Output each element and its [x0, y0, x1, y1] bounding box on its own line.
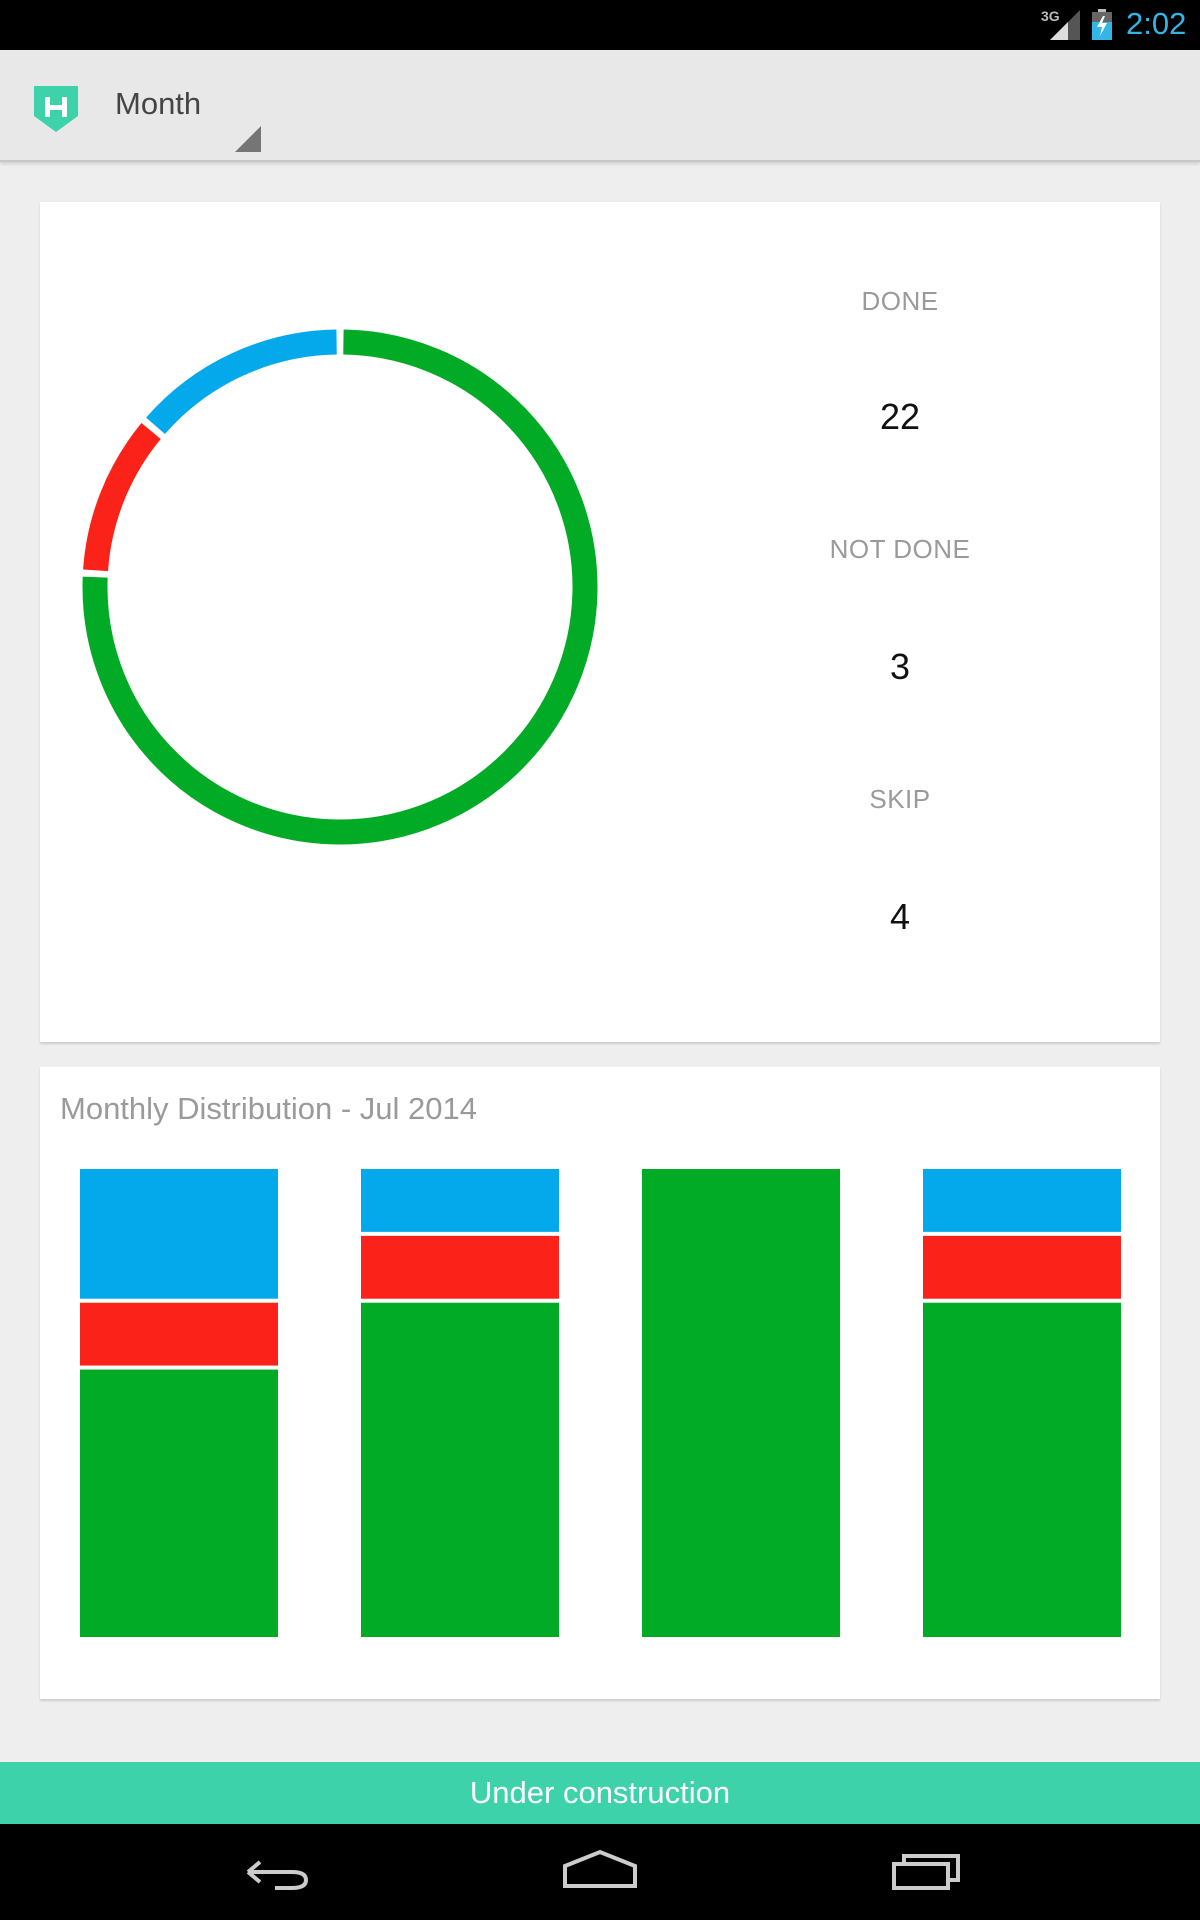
back-icon[interactable]	[220, 1842, 330, 1902]
skip-value: 4	[889, 896, 911, 937]
skip-value-wrap: 4	[700, 896, 1100, 938]
done-label: DONE	[861, 286, 939, 316]
network-type: 3G	[1041, 8, 1060, 24]
bar-1-skip	[80, 1169, 278, 1299]
battery-charging-icon	[1092, 9, 1112, 40]
bar-1-done	[80, 1369, 278, 1637]
not-done-stat: NOT DONE	[700, 534, 1100, 565]
skip-stat: SKIP	[700, 784, 1100, 815]
donut-slice-not-done	[83, 423, 161, 572]
clock: 2:02	[1126, 6, 1187, 41]
action-bar: Month	[0, 50, 1200, 162]
bar-1-not-done	[80, 1302, 278, 1366]
under-construction-banner: Under construction	[0, 1762, 1200, 1824]
bar-2-skip	[361, 1169, 559, 1232]
done-stat: DONE	[700, 286, 1100, 317]
summary-card: DONE 22 NOT DONE 3 SKIP 4	[40, 202, 1160, 1042]
spinner-dropdown-icon	[235, 126, 261, 152]
donut-slice-done	[82, 329, 598, 845]
bar-4-skip	[923, 1169, 1121, 1232]
navigation-bar	[0, 1824, 1200, 1920]
distribution-title: Monthly Distribution - Jul 2014	[60, 1091, 477, 1126]
not-done-value-wrap: 3	[700, 646, 1100, 688]
bar-2-done	[361, 1302, 559, 1637]
bar-4-done	[923, 1302, 1121, 1637]
status-bar: 3G 2:02	[0, 0, 1200, 50]
distribution-card: Monthly Distribution - Jul 2014	[40, 1067, 1160, 1699]
spinner-label: Month	[115, 86, 202, 121]
not-done-label: NOT DONE	[829, 534, 971, 564]
app-logo-icon[interactable]	[34, 86, 78, 132]
skip-label: SKIP	[869, 784, 931, 814]
bar-2-not-done	[361, 1235, 559, 1299]
home-icon[interactable]	[545, 1842, 655, 1902]
stacked-bar-chart	[80, 1169, 1121, 1637]
donut-chart	[82, 329, 598, 845]
bar-3-done	[642, 1169, 840, 1637]
donut-slice-skip	[146, 329, 337, 435]
done-value: 22	[879, 396, 921, 437]
signal-icon	[1050, 10, 1080, 40]
done-value-wrap: 22	[700, 396, 1100, 438]
bar-4-not-done	[923, 1235, 1121, 1299]
not-done-value: 3	[889, 646, 911, 687]
recent-apps-icon[interactable]	[870, 1842, 980, 1902]
